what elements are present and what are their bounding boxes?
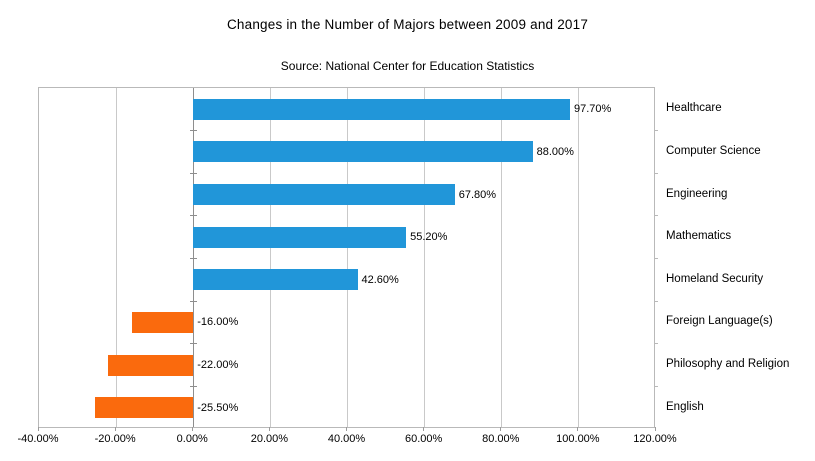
bar-mathematics <box>193 226 407 248</box>
chart-title: Changes in the Number of Majors between … <box>226 17 589 32</box>
bar-value-label: 67.80% <box>458 188 497 201</box>
bar-value-label: 42.60% <box>361 273 399 286</box>
x-axis-tick <box>37 427 39 431</box>
gridline <box>501 88 503 427</box>
bar-computer-science <box>193 141 533 163</box>
x-axis-tick <box>114 427 116 431</box>
zero-axis-line <box>192 88 194 427</box>
bar-healthcare <box>193 98 570 120</box>
bar-value-label: 55.20% <box>410 231 448 244</box>
bar-homeland-security <box>193 269 358 291</box>
bar-value-label: -16.00% <box>197 316 239 329</box>
x-axis-tick-label: 40.00% <box>327 433 366 445</box>
x-axis-tick <box>500 427 502 431</box>
x-axis-tick <box>423 427 425 431</box>
category-tick <box>189 130 197 132</box>
bar-value-label: 88.00% <box>536 145 574 158</box>
gridline <box>424 88 426 427</box>
category-tick <box>654 215 658 217</box>
category-label: Mathematics <box>666 230 732 243</box>
category-tick <box>654 343 658 345</box>
category-label: Healthcare <box>666 102 722 115</box>
bar-engineering <box>193 184 455 206</box>
x-axis-tick-label: -40.00% <box>17 433 59 445</box>
x-axis-tick <box>191 427 193 431</box>
bar-value-label: 97.70% <box>574 103 612 116</box>
category-label: Engineering <box>666 187 728 200</box>
category-label: Philosophy and Religion <box>666 358 790 371</box>
chart-subtitle: Source: National Center for Education St… <box>280 59 535 73</box>
gridline <box>578 88 580 427</box>
bar-value-label: -22.00% <box>197 359 239 372</box>
plot-area: 97.70% 88.00% 67.80% 55.20% 42.60% -16.00% -22… <box>38 87 658 428</box>
category-tick <box>189 258 197 259</box>
category-tick <box>189 385 197 387</box>
category-label: English <box>666 400 704 413</box>
category-tick <box>189 300 197 302</box>
x-axis-tick-label: 120.00% <box>633 433 677 445</box>
x-axis-tick-label: -20.00% <box>94 433 136 445</box>
category-tick <box>189 215 197 217</box>
bar-philosophy-and-religion <box>108 354 194 376</box>
gridline <box>269 88 271 427</box>
category-tick <box>189 343 197 345</box>
bar-english <box>94 397 194 419</box>
gridline <box>347 88 348 427</box>
x-axis-tick-label: 100.00% <box>556 433 600 445</box>
gridline <box>115 88 117 427</box>
category-tick <box>654 130 658 132</box>
x-axis-tick <box>268 427 270 431</box>
x-axis-tick-label: 60.00% <box>404 433 443 445</box>
category-tick <box>654 385 658 387</box>
category-label: Homeland Security <box>666 272 764 285</box>
x-axis-tick <box>577 427 579 431</box>
category-tick <box>654 300 658 302</box>
category-label: Computer Science <box>666 144 761 157</box>
x-axis-tick-label: 0.00% <box>176 433 208 445</box>
x-axis-tick <box>346 427 347 431</box>
x-axis-tick-label: 20.00% <box>250 433 289 445</box>
category-tick <box>189 172 197 174</box>
category-label: Foreign Language(s) <box>666 315 773 328</box>
x-axis-tick <box>654 427 656 431</box>
category-tick <box>654 258 658 259</box>
category-tick <box>654 172 658 174</box>
bar-value-label: -25.50% <box>197 401 239 414</box>
x-axis-tick-label: 80.00% <box>482 433 520 445</box>
bar-foreign-language-s- <box>131 311 194 333</box>
